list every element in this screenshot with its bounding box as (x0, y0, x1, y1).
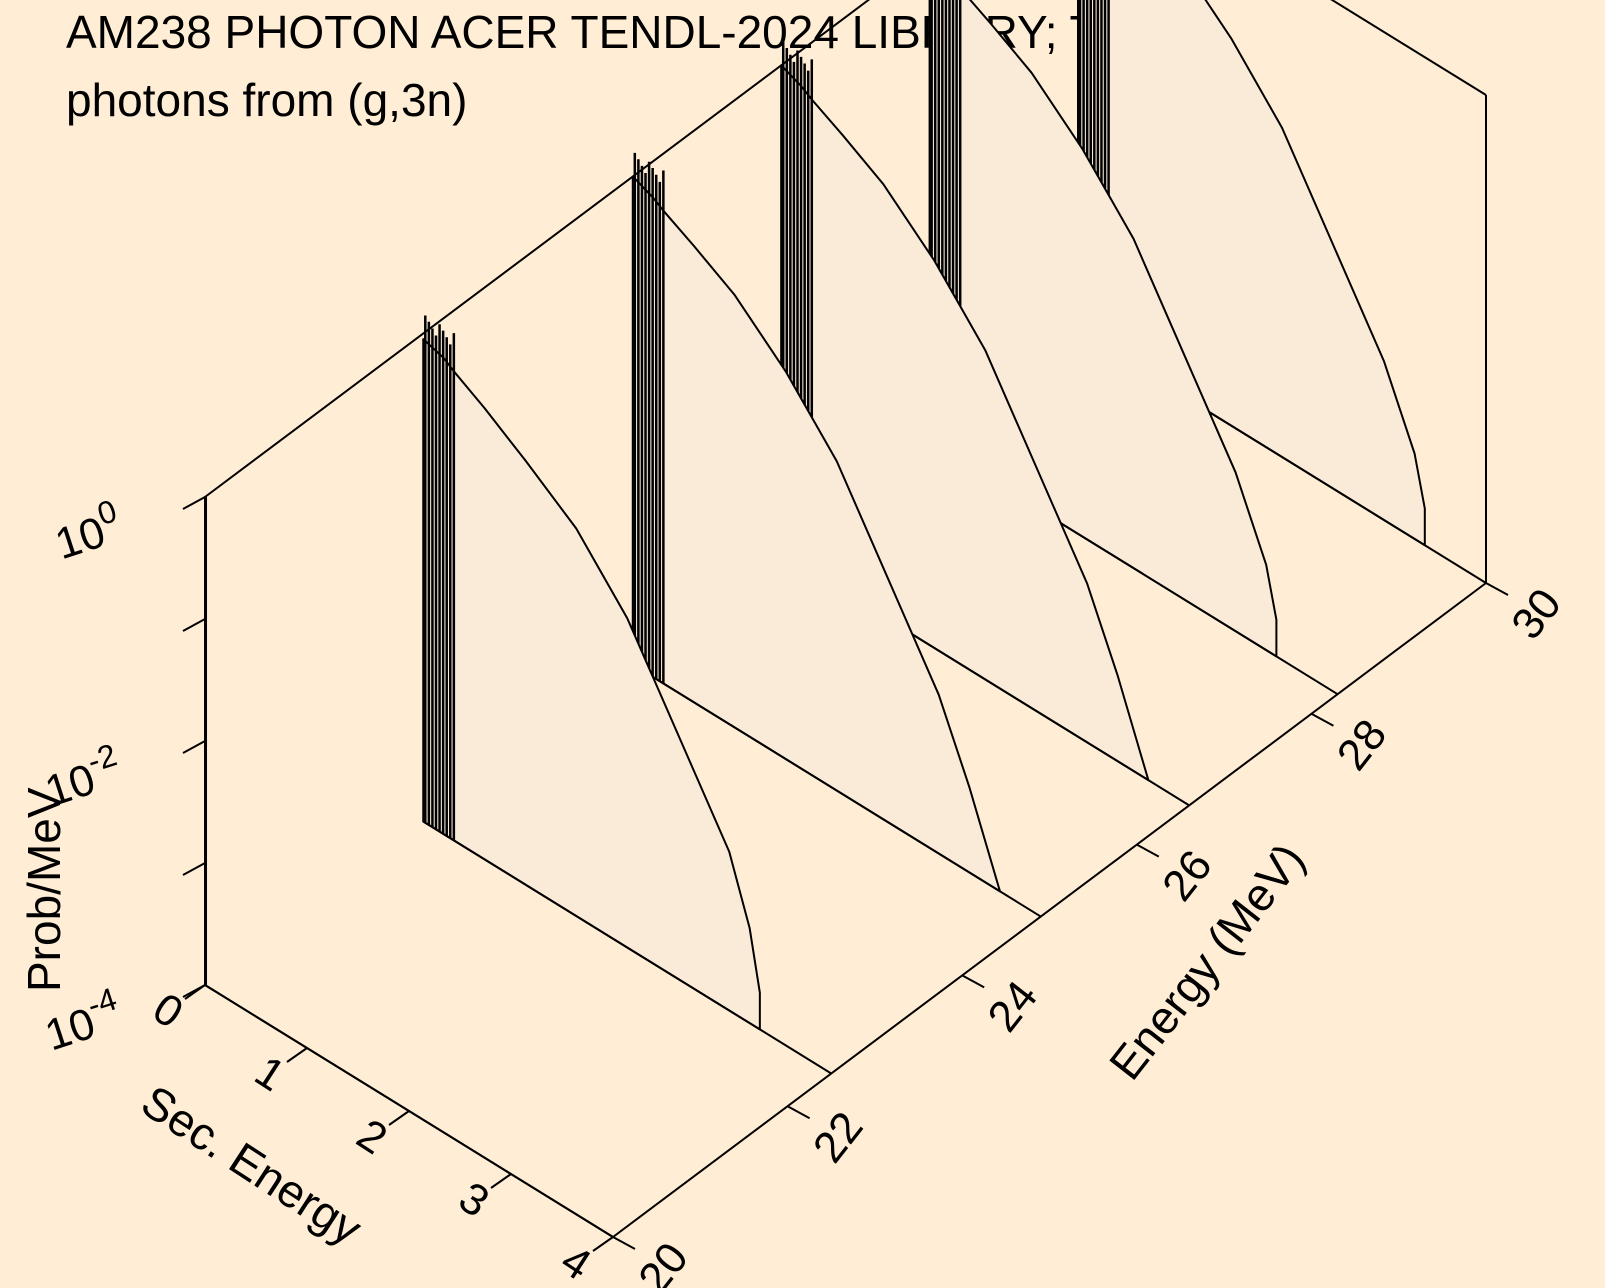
y-tick (1310, 712, 1334, 727)
y-tick-label: 22 (804, 1103, 873, 1172)
y-tick-label: 20 (629, 1234, 698, 1288)
y-tick (1485, 582, 1509, 596)
ridge-series (204, 0, 1487, 1238)
z-tick (182, 740, 206, 754)
chart-subtitle: photons from (g,3n) (66, 74, 467, 126)
x-tick (592, 1236, 614, 1252)
x-tick-label: 4 (552, 1236, 599, 1288)
x-tick-label: 0 (144, 984, 191, 1038)
y-tick-label: 26 (1153, 841, 1222, 910)
chart-title: AM238 PHOTON ACER TENDL-2024 LIBRARY; T=… (66, 6, 1194, 58)
ridge-baseline (422, 820, 832, 1075)
x-tick (490, 1173, 512, 1189)
y-tick (1136, 843, 1160, 858)
y-tick (612, 1236, 636, 1250)
x-tick-label: 3 (450, 1173, 497, 1227)
y-tick-label: 28 (1328, 711, 1397, 780)
x-tick (286, 1047, 308, 1063)
x-tick-label: 1 (246, 1047, 293, 1101)
x-tick (388, 1110, 410, 1126)
z-axis-label: Prob/MeV (18, 787, 70, 992)
y-tick-label: 30 (1502, 580, 1571, 649)
y-axis-line (612, 582, 1487, 1238)
y-tick (787, 1105, 811, 1120)
ridge-area (1077, 0, 1426, 547)
ridge-22.5 (422, 315, 832, 1075)
x-axis-label: Sec. Energy (133, 1075, 371, 1255)
z-tick (182, 618, 206, 632)
ridge-baseline (632, 663, 1042, 918)
x-tick-label: 2 (348, 1110, 395, 1164)
z-tick (182, 862, 206, 876)
y-tick (961, 974, 985, 989)
ridge-area (422, 338, 761, 1031)
z-tick (182, 496, 206, 510)
y-tick-label: 24 (978, 972, 1047, 1041)
back-right-edge (1330, 0, 1487, 96)
z-tick (182, 984, 206, 998)
ridge-24.9 (631, 152, 1042, 918)
z-tick-label: 100 (46, 492, 128, 569)
